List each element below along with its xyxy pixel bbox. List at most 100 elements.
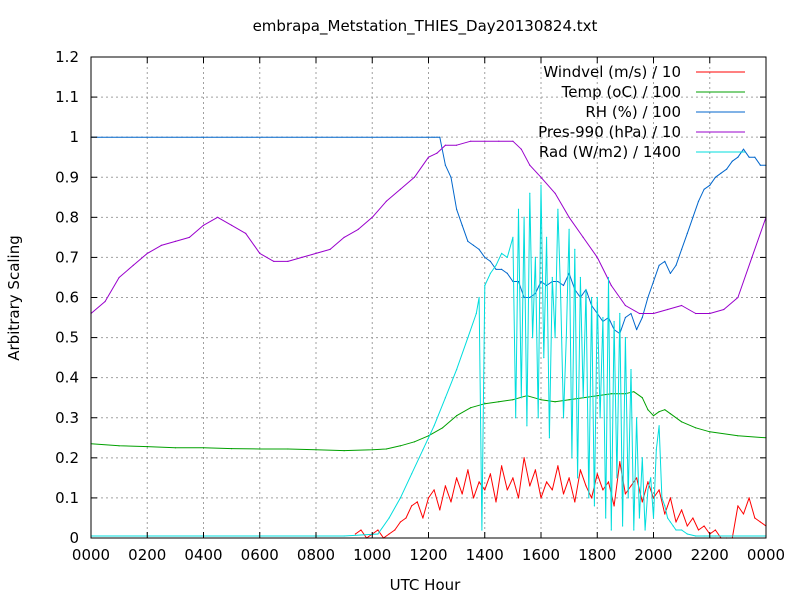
data-point-2 bbox=[731, 160, 733, 162]
data-point-4 bbox=[591, 296, 593, 299]
data-point-3 bbox=[118, 276, 120, 279]
data-point-4 bbox=[388, 517, 390, 519]
data-point-3 bbox=[498, 140, 500, 142]
data-point-1 bbox=[540, 399, 542, 401]
data-point-0 bbox=[602, 489, 604, 491]
data-point-2 bbox=[630, 312, 632, 315]
data-point-4 bbox=[652, 517, 655, 519]
x-tick-label: 0600 bbox=[241, 546, 279, 564]
data-point-3 bbox=[568, 216, 570, 218]
data-point-4 bbox=[622, 525, 624, 527]
data-point-0 bbox=[686, 525, 688, 527]
legend-label-1: Temp (oC) / 100 bbox=[561, 83, 681, 101]
data-point-4 bbox=[554, 337, 556, 339]
data-point-3 bbox=[202, 224, 205, 226]
data-point-3 bbox=[520, 148, 522, 150]
data-point-4 bbox=[433, 425, 435, 427]
data-point-3 bbox=[723, 308, 725, 311]
data-point-0 bbox=[714, 529, 717, 531]
x-tick-label: 0400 bbox=[184, 546, 222, 564]
data-point-4 bbox=[481, 529, 483, 531]
x-tick-label: 1600 bbox=[522, 546, 560, 564]
data-point-1 bbox=[343, 450, 345, 452]
data-point-0 bbox=[607, 481, 610, 483]
data-point-3 bbox=[371, 216, 373, 218]
data-point-4 bbox=[506, 256, 508, 258]
x-axis-label: UTC Hour bbox=[390, 576, 461, 594]
data-point-0 bbox=[416, 501, 418, 503]
data-point-0 bbox=[624, 493, 627, 495]
data-point-3 bbox=[315, 252, 317, 254]
data-point-3 bbox=[273, 260, 275, 262]
data-point-2 bbox=[484, 256, 486, 258]
data-point-2 bbox=[315, 136, 317, 138]
data-point-3 bbox=[484, 140, 486, 142]
data-point-4 bbox=[444, 397, 446, 399]
data-point-2 bbox=[439, 136, 441, 138]
data-point-3 bbox=[512, 140, 514, 142]
data-point-0 bbox=[562, 493, 565, 495]
data-point-1 bbox=[633, 391, 635, 393]
data-point-4 bbox=[602, 316, 604, 319]
y-tick-label: 0.5 bbox=[55, 329, 79, 347]
data-point-4 bbox=[613, 320, 615, 323]
data-point-1 bbox=[315, 449, 317, 451]
data-point-0 bbox=[551, 489, 553, 491]
data-point-4 bbox=[523, 216, 525, 218]
data-point-0 bbox=[664, 513, 666, 515]
data-point-1 bbox=[399, 445, 401, 447]
data-point-2 bbox=[759, 164, 762, 166]
data-point-2 bbox=[202, 136, 205, 138]
data-point-3 bbox=[582, 236, 584, 238]
data-point-0 bbox=[652, 497, 655, 499]
y-tick-label: 0.2 bbox=[55, 449, 79, 467]
data-point-4 bbox=[664, 505, 666, 507]
data-point-1 bbox=[442, 427, 444, 429]
data-point-4 bbox=[571, 457, 573, 459]
data-point-0 bbox=[759, 521, 762, 523]
data-point-2 bbox=[641, 316, 643, 319]
data-point-4 bbox=[577, 477, 579, 479]
data-point-0 bbox=[658, 489, 660, 491]
data-point-0 bbox=[512, 477, 514, 479]
data-point-1 bbox=[456, 415, 458, 417]
data-point-2 bbox=[501, 268, 503, 270]
data-point-1 bbox=[652, 415, 655, 417]
data-point-4 bbox=[616, 477, 618, 479]
data-point-4 bbox=[624, 337, 627, 339]
data-point-0 bbox=[472, 497, 475, 499]
data-point-2 bbox=[489, 260, 491, 262]
data-point-2 bbox=[714, 176, 717, 178]
x-tick-label: 0000 bbox=[72, 546, 110, 564]
data-point-3 bbox=[638, 312, 641, 315]
data-point-1 bbox=[709, 431, 711, 433]
legend-label-4: Rad (W/m2) / 1400 bbox=[539, 143, 681, 161]
data-point-2 bbox=[737, 156, 739, 158]
data-point-4 bbox=[655, 449, 657, 451]
data-point-2 bbox=[624, 316, 627, 319]
data-point-0 bbox=[501, 465, 503, 467]
data-point-4 bbox=[529, 192, 531, 194]
data-point-3 bbox=[174, 240, 176, 242]
data-point-0 bbox=[478, 481, 480, 483]
y-tick-label: 0.7 bbox=[55, 248, 79, 266]
x-tick-label: 2200 bbox=[691, 546, 729, 564]
data-point-0 bbox=[585, 485, 587, 487]
data-point-0 bbox=[703, 525, 705, 527]
x-tick-label: 0800 bbox=[297, 546, 335, 564]
series-line-0 bbox=[355, 457, 767, 539]
data-point-3 bbox=[444, 144, 446, 146]
data-point-2 bbox=[742, 148, 745, 150]
data-point-4 bbox=[607, 276, 610, 279]
data-point-0 bbox=[647, 481, 649, 483]
data-point-4 bbox=[695, 535, 697, 537]
data-point-4 bbox=[517, 208, 520, 210]
data-point-3 bbox=[427, 156, 430, 158]
data-point-3 bbox=[695, 312, 697, 315]
data-point-1 bbox=[484, 403, 486, 405]
data-point-3 bbox=[259, 252, 261, 254]
data-point-4 bbox=[605, 517, 607, 519]
data-point-4 bbox=[515, 417, 517, 419]
data-point-3 bbox=[245, 232, 247, 234]
data-point-0 bbox=[450, 501, 452, 503]
